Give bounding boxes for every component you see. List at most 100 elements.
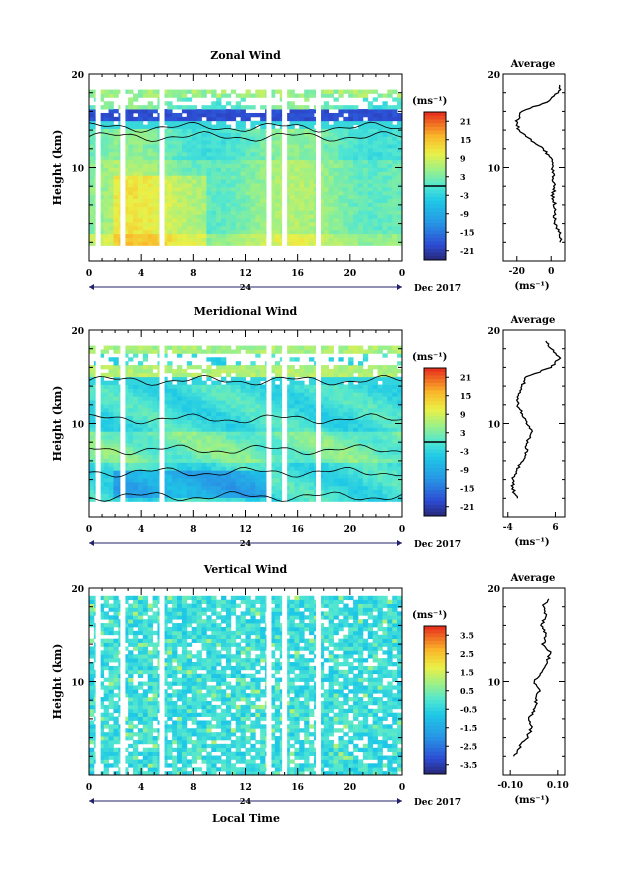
field-cell (177, 450, 183, 456)
field-cell (367, 400, 374, 405)
field-cell (274, 148, 281, 153)
field-cell (211, 175, 217, 180)
field-cell (299, 202, 305, 207)
field-cell (128, 136, 134, 141)
field-cell (172, 470, 178, 475)
field-cell (338, 493, 344, 498)
field-cell (367, 392, 374, 397)
field-cell (397, 148, 402, 153)
field-cell (147, 450, 153, 456)
field-cell (284, 442, 290, 448)
field-cell (191, 372, 197, 378)
field-cell (142, 478, 149, 483)
field-cell (377, 349, 383, 354)
field-cell (211, 116, 217, 122)
field-cell (269, 349, 276, 354)
field-cell (348, 357, 354, 362)
field-cell (382, 175, 388, 180)
field-cell (221, 376, 227, 382)
field-cell (309, 148, 315, 153)
field-cell (255, 372, 261, 378)
field-cell (343, 396, 349, 401)
field-cell (362, 190, 369, 196)
field-cell (245, 151, 251, 157)
field-cell (323, 485, 330, 491)
field-cell (333, 218, 339, 223)
field-cell (191, 478, 197, 483)
field-cell (397, 97, 402, 102)
field-cell (113, 446, 119, 452)
field-cell (338, 151, 344, 157)
field-cell (260, 179, 266, 184)
field-cell (318, 159, 325, 165)
field-cell (103, 372, 109, 378)
field-cell (230, 419, 237, 424)
field-cell (113, 439, 119, 444)
field-cell (323, 186, 330, 192)
field-cell (269, 384, 276, 389)
field-cell (113, 93, 119, 98)
field-cell (133, 497, 139, 502)
field-cell (294, 493, 300, 498)
field-cell (225, 372, 232, 378)
field-cell (201, 167, 207, 172)
field-cell (142, 353, 149, 358)
field-cell (123, 175, 129, 180)
field-cell (123, 361, 129, 366)
field-cell (299, 225, 305, 231)
field-cell (196, 435, 202, 440)
field-cell (362, 124, 369, 129)
field-cell (181, 155, 188, 161)
field-cell (89, 728, 95, 733)
field-cell (397, 93, 402, 98)
field-cell (225, 233, 232, 239)
field-cell (304, 144, 310, 149)
field-cell (323, 112, 330, 118)
field-cell (377, 136, 383, 141)
field-cell (382, 101, 388, 106)
field-cell (397, 198, 402, 203)
field-cell (245, 419, 251, 424)
field-cell (299, 148, 305, 153)
field-cell (162, 218, 168, 223)
field-cell (367, 144, 374, 149)
field-cell (235, 458, 242, 463)
field-cell (289, 144, 295, 149)
field-cell (142, 407, 149, 413)
field-cell (89, 677, 95, 682)
field-cell (137, 222, 144, 227)
field-cell (162, 376, 168, 382)
field-cell (353, 93, 359, 98)
field-cell (172, 345, 178, 350)
field-cell (172, 183, 178, 188)
field-cell (255, 474, 261, 479)
field-cell (221, 427, 227, 432)
field-cell (147, 222, 153, 227)
field-cell (167, 493, 173, 498)
field-cell (177, 179, 183, 184)
field-cell (201, 481, 207, 487)
field-cell (147, 93, 153, 98)
field-cell (128, 101, 134, 106)
field-cell (177, 497, 183, 502)
field-cell (245, 171, 251, 176)
field-cell (284, 237, 290, 242)
field-cell (348, 474, 354, 479)
field-cell (108, 728, 114, 733)
field-cell (137, 112, 144, 118)
field-cell (98, 198, 105, 203)
field-cell (274, 419, 281, 424)
field-cell (304, 446, 310, 452)
field-cell (348, 241, 354, 246)
field-cell (172, 222, 178, 227)
field-cell (240, 376, 246, 382)
field-cell (147, 151, 153, 157)
field-cell (367, 124, 374, 129)
field-cell (103, 190, 109, 196)
field-cell (372, 481, 378, 487)
field-cell (343, 423, 349, 428)
field-cell (284, 392, 290, 397)
field-cell (177, 392, 183, 397)
field-cell (177, 89, 183, 94)
field-cell (221, 400, 227, 405)
